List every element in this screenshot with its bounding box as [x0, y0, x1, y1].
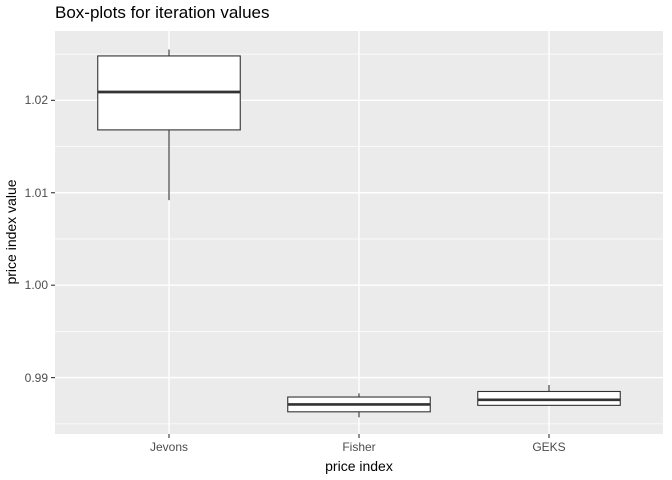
x-tick-label-fisher: Fisher [342, 440, 376, 454]
x-axis-title: price index [325, 458, 393, 474]
y-tick-label-1.02: 1.02 [24, 93, 48, 108]
x-tick-label-geks: GEKS [532, 440, 566, 454]
y-tick-label-0.99: 0.99 [24, 370, 48, 385]
y-tick-label-1.00: 1.00 [24, 278, 48, 293]
x-tick-label-jevons: Jevons [149, 440, 189, 454]
box-geks [477, 390, 621, 406]
y-tick-label-1.01: 1.01 [24, 185, 48, 200]
chart-title: Box-plots for iteration values [55, 3, 270, 22]
